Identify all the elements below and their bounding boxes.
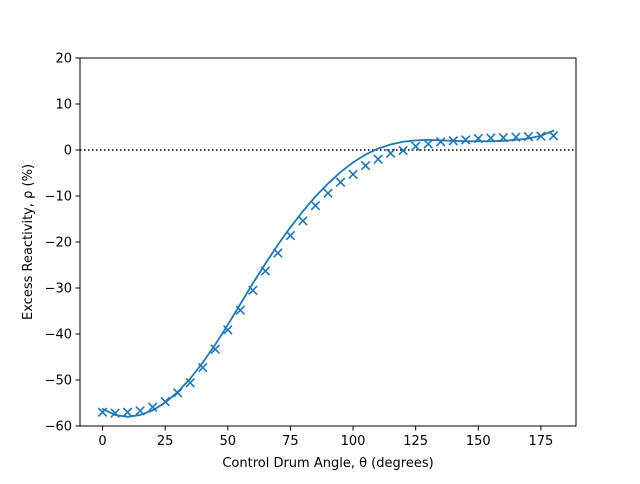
x-tick-label: 150 [466, 434, 491, 449]
y-tick-label: 10 [55, 98, 72, 113]
y-tick-label: −50 [45, 374, 72, 389]
x-axis-label: Control Drum Angle, θ (degrees) [222, 456, 433, 471]
data-point-marker [285, 230, 296, 241]
data-point-marker [435, 136, 446, 147]
data-point-marker [147, 402, 158, 412]
data-point-marker [423, 139, 433, 149]
data-point-marker [223, 325, 233, 335]
data-point-marker [335, 177, 346, 187]
data-point-marker [548, 130, 559, 141]
x-tick-label: 100 [341, 434, 366, 449]
y-tick-label: −20 [45, 236, 72, 251]
y-axis-label: Excess Reactivity, ρ (%) [21, 164, 36, 320]
data-point-marker [373, 154, 383, 164]
data-point-marker [185, 377, 195, 388]
y-tick-label: −60 [45, 420, 72, 435]
fit-curve-line [101, 129, 555, 418]
y-tick-label: −10 [45, 190, 72, 205]
data-point-marker [122, 407, 133, 417]
x-tick-label: 50 [220, 434, 237, 449]
y-tick-label: 20 [55, 52, 72, 67]
y-tick-label: −40 [45, 328, 72, 343]
y-tick-label: −30 [45, 282, 72, 297]
data-point-marker [410, 141, 421, 152]
plot-area [80, 129, 576, 418]
data-point-marker [348, 169, 358, 180]
data-point-marker [210, 344, 221, 354]
x-tick-label: 0 [98, 434, 106, 449]
y-tick-label: 0 [64, 144, 72, 159]
data-point-marker [360, 160, 371, 171]
x-tick-label: 125 [403, 434, 428, 449]
x-tick-label: 25 [157, 434, 174, 449]
data-point-marker [461, 135, 471, 145]
axes: 0 25 50 75 100 125 150 175 −60 −50 −40 −30 −20 −10 0 10… [45, 52, 577, 449]
x-tick-label: 175 [529, 434, 554, 449]
data-point-marker [398, 145, 408, 156]
data-point-marker [310, 200, 321, 211]
x-tick-label: 75 [282, 434, 299, 449]
data-point-marker [298, 216, 308, 226]
data-point-marker [323, 188, 333, 199]
data-point-marker [385, 148, 396, 158]
